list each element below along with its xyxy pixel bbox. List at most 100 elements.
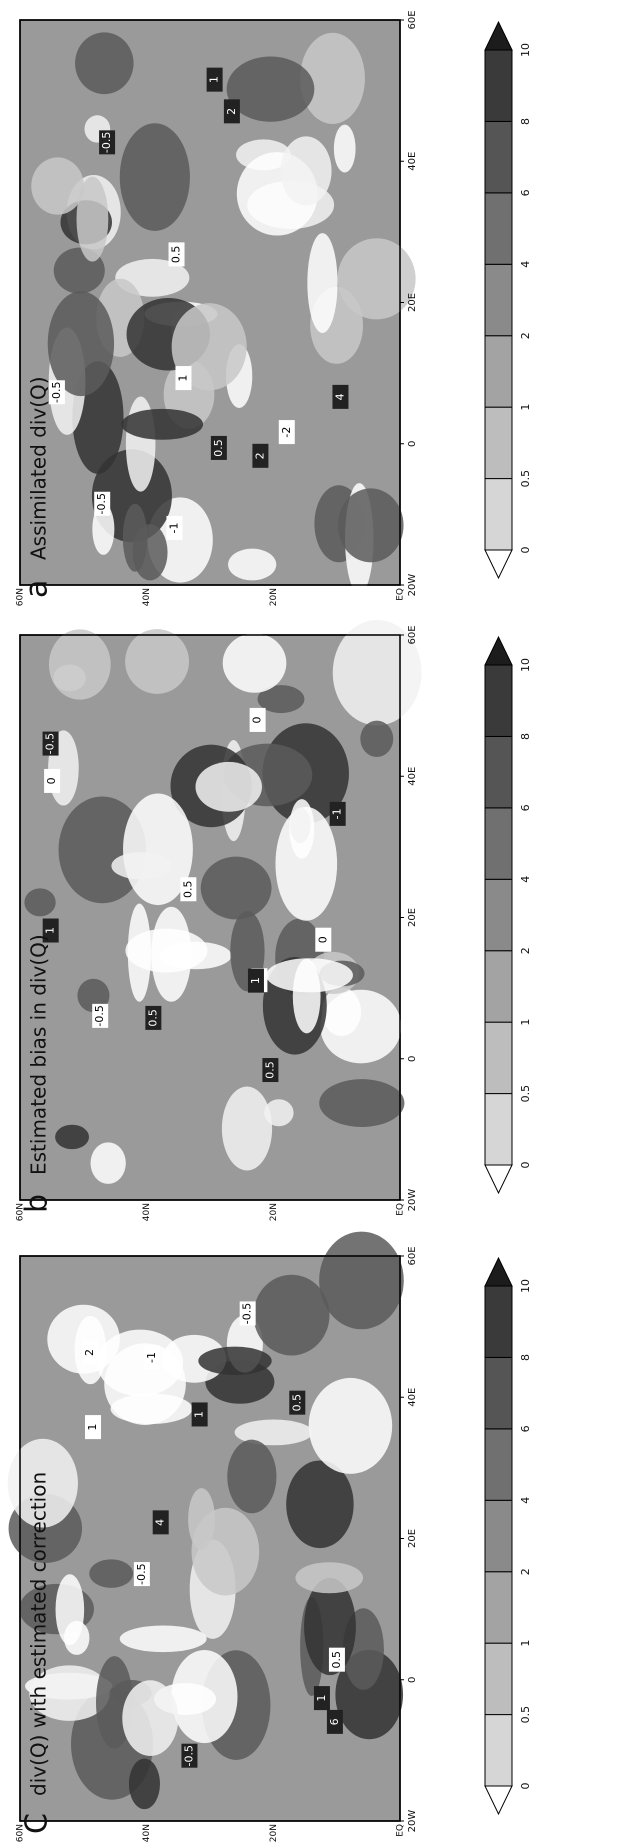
lon-label: 20W xyxy=(407,1810,418,1833)
colorbar-label: 2 xyxy=(519,332,532,339)
map-blob xyxy=(319,1231,404,1330)
colorbar-box xyxy=(484,950,513,1023)
contour-label: -1 xyxy=(167,522,180,533)
panel-title: Assimilated div(Q) xyxy=(27,376,51,560)
colorbar-box xyxy=(484,1356,513,1430)
map-blob xyxy=(151,906,192,1002)
colorbar-box xyxy=(484,1093,513,1166)
colorbar-label: 8 xyxy=(519,733,532,740)
contour-label: 0 xyxy=(316,936,329,943)
colorbar-box xyxy=(484,406,513,480)
colorbar-box xyxy=(484,192,513,265)
map-blob xyxy=(77,978,110,1013)
lon-label: 20E xyxy=(407,1529,418,1548)
colorbar-label: 0.5 xyxy=(519,1706,532,1724)
contour-label-box xyxy=(42,731,59,756)
panel-title: div(Q) with estimated correction xyxy=(27,1472,51,1796)
map-blob xyxy=(31,157,84,215)
map-blob xyxy=(89,1559,134,1588)
colorbar-label: 10 xyxy=(519,43,532,57)
contour-label-box xyxy=(180,877,197,902)
colorbar-box xyxy=(484,664,513,737)
map-blob xyxy=(300,32,365,125)
map-blob xyxy=(222,633,287,693)
contour-label-box xyxy=(181,1743,198,1768)
map-blob xyxy=(76,176,109,262)
lon-label: 60E xyxy=(407,625,418,644)
lon-label: 60E xyxy=(407,1246,418,1265)
map-blob xyxy=(110,1393,193,1424)
map-blob xyxy=(29,1665,110,1721)
map-blob xyxy=(234,1419,313,1446)
contour-label: -0.5 xyxy=(50,382,63,403)
colorbar-label: 2 xyxy=(519,947,532,954)
colorbar-label: 8 xyxy=(519,118,532,125)
lon-label: 60E xyxy=(407,10,418,29)
lon-label: 0 xyxy=(407,1677,418,1683)
contour-label: 1 xyxy=(86,1424,99,1431)
map-blob xyxy=(111,852,172,880)
contour-label-box xyxy=(92,1003,109,1028)
map-blob xyxy=(227,1439,277,1514)
contour-label-box xyxy=(85,1415,102,1440)
map-blob xyxy=(47,291,115,397)
contour-label: 0.5 xyxy=(146,1009,159,1027)
colorbar-label: 0 xyxy=(519,1162,532,1169)
lat-label: 60N xyxy=(16,1824,26,1842)
contour-label: -0.5 xyxy=(182,1745,195,1766)
contour-label: 1 xyxy=(249,977,262,984)
map-blob xyxy=(290,807,311,844)
colorbar-box xyxy=(484,1285,513,1358)
contour-label: 6 xyxy=(328,1718,341,1725)
map-blob xyxy=(198,1346,272,1376)
map-blob xyxy=(257,685,305,714)
contour-label-box xyxy=(289,1390,306,1415)
colorbar-box xyxy=(484,478,513,551)
contour-label: -0.5 xyxy=(93,1005,106,1026)
colorbar-label: 6 xyxy=(519,189,532,196)
contour-label-box xyxy=(145,1005,162,1030)
lon-label: 20W xyxy=(407,574,418,597)
contour-label-box xyxy=(206,67,223,92)
map-blob xyxy=(228,548,277,581)
lon-label: 0 xyxy=(407,1056,418,1062)
panel: 0.5 -0.5 1 -1 2 -2 4 0.5 -0.5 1 2 -0.5 a Assimilated … xyxy=(16,10,533,606)
map-blob xyxy=(75,32,134,95)
colorbar-label: 4 xyxy=(519,876,532,883)
map-blob xyxy=(321,987,362,1036)
map-blob xyxy=(266,958,353,993)
contour-label: 2 xyxy=(253,452,266,459)
panel-title: Estimated bias in div(Q) xyxy=(27,934,51,1175)
contour-label-box xyxy=(168,242,185,267)
contour-label: -0.5 xyxy=(95,493,108,514)
lon-label: 40E xyxy=(407,1388,418,1407)
contour-label: -2 xyxy=(280,427,293,438)
colorbar-label: 0 xyxy=(519,1783,532,1790)
lon-label: 20E xyxy=(407,293,418,312)
colorbar-label: 6 xyxy=(519,1425,532,1432)
colorbar-label: 0.5 xyxy=(519,470,532,488)
contour-label: -0.5 xyxy=(100,132,113,153)
contour-label: 4 xyxy=(333,393,346,400)
lat-label: 20N xyxy=(269,1824,279,1842)
colorbar-low xyxy=(484,549,513,580)
colorbar-label: 1 xyxy=(519,1019,532,1026)
colorbar-box xyxy=(484,1428,513,1501)
map-blob xyxy=(122,1680,179,1756)
colorbar-label: 6 xyxy=(519,804,532,811)
colorbar-box xyxy=(484,335,513,408)
map-blob xyxy=(333,124,356,173)
colorbar-box xyxy=(484,1642,513,1716)
contour-label: 0.5 xyxy=(330,1651,343,1669)
panel-label: a xyxy=(20,580,55,598)
map-blob xyxy=(307,233,338,333)
contour-label-box xyxy=(99,130,116,155)
contour-label-box xyxy=(42,918,59,943)
colorbar-label: 10 xyxy=(519,1279,532,1293)
contour-label: 1 xyxy=(315,1695,328,1702)
colorbar-label: 4 xyxy=(519,261,532,268)
map-blob xyxy=(191,1507,260,1596)
map-blob xyxy=(308,1377,393,1474)
